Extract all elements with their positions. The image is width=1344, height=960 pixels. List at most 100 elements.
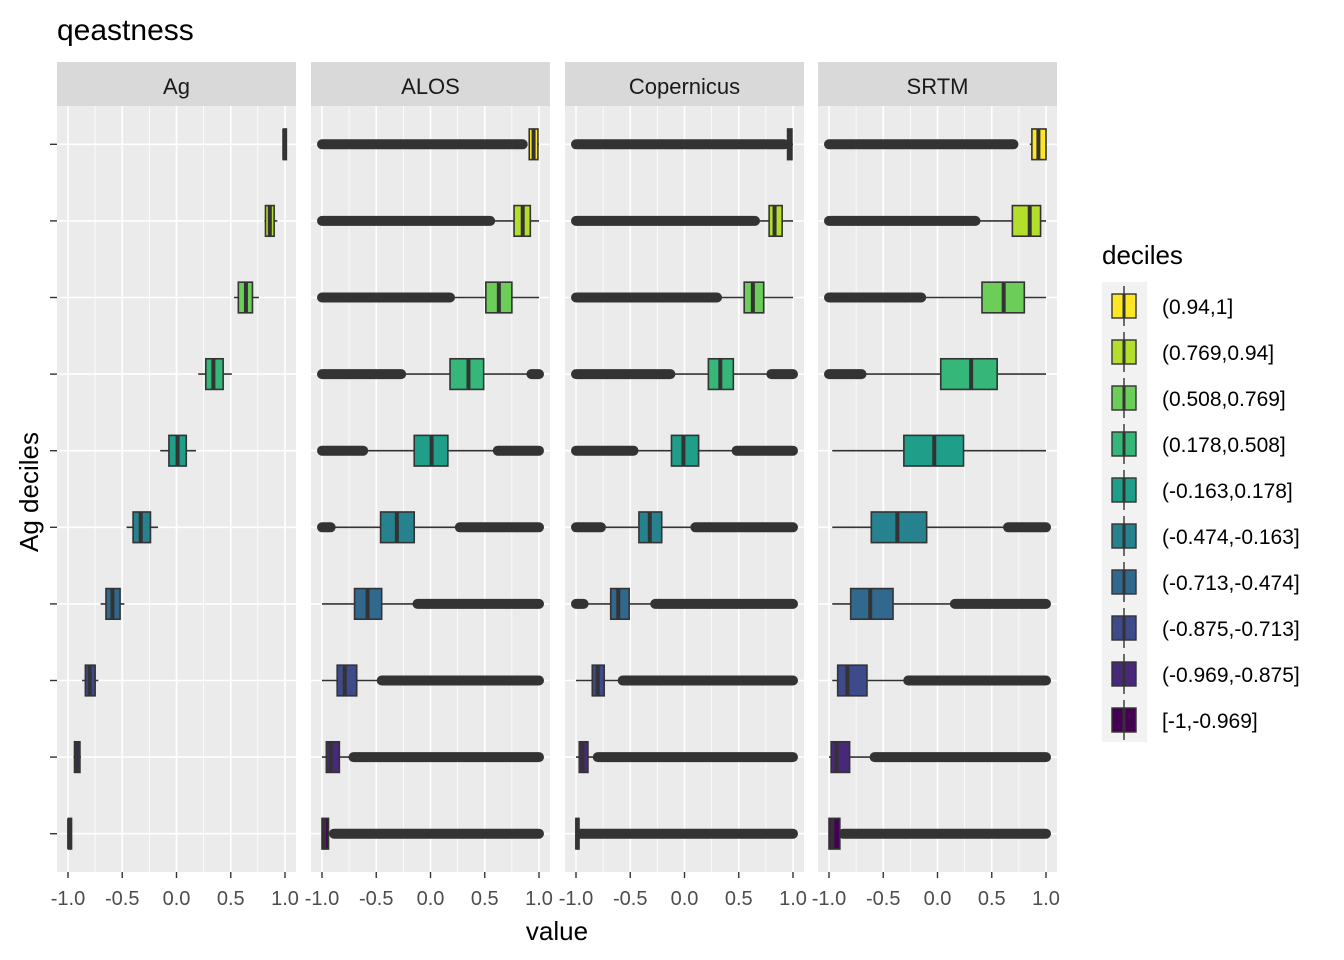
legend-label: (-0.713,-0.474] bbox=[1162, 572, 1300, 595]
boxplot-copernicus-3 bbox=[571, 281, 793, 314]
boxplot-copernicus-8 bbox=[576, 664, 798, 697]
boxplot-ag-4 bbox=[198, 357, 232, 391]
boxplot-srtm-10 bbox=[828, 817, 1051, 850]
x-tick-label: 1.0 bbox=[271, 888, 299, 910]
panel-ag: Ag -1.0 -0.5 0.0 0.5 1.0 bbox=[51, 62, 299, 910]
boxplot-ag-7 bbox=[100, 587, 125, 621]
facet-strip-label: ALOS bbox=[401, 74, 460, 99]
legend-item: (-0.713,-0.474] bbox=[1111, 562, 1300, 602]
legend-item: (0.508,0.769] bbox=[1111, 378, 1286, 418]
legend-label: (-0.163,0.178] bbox=[1162, 480, 1293, 503]
boxplot-srtm-3 bbox=[824, 281, 1046, 314]
x-tick-label: 0.0 bbox=[671, 888, 699, 910]
box bbox=[836, 664, 868, 697]
x-tick-label: 1.0 bbox=[779, 888, 807, 910]
boxplot-ag-2 bbox=[264, 204, 278, 238]
boxplot-srtm-2 bbox=[824, 204, 1046, 238]
boxplot-copernicus-1 bbox=[571, 128, 793, 161]
boxplot-ag-8 bbox=[82, 664, 99, 697]
facet-strip-label: SRTM bbox=[907, 74, 969, 99]
x-tick-label: 0.0 bbox=[924, 888, 952, 910]
x-tick-label: -1.0 bbox=[559, 888, 593, 910]
boxplot-copernicus-6 bbox=[571, 511, 798, 544]
y-axis-ticks bbox=[50, 143, 57, 835]
x-tick-label: -0.5 bbox=[359, 888, 393, 910]
y-axis-label: Ag deciles bbox=[14, 432, 44, 552]
boxplot-ag-3 bbox=[234, 281, 259, 314]
facet-strip-label: Copernicus bbox=[629, 74, 740, 99]
legend-item: (-0.969,-0.875] bbox=[1111, 654, 1300, 694]
x-tick-label: -0.5 bbox=[105, 888, 139, 910]
boxplot-copernicus-2 bbox=[571, 204, 793, 238]
panel-copernicus: Copernicus -1.0 -0.5 0.0 0.5 1.0 bbox=[559, 62, 807, 910]
x-axis-label: value bbox=[526, 916, 588, 946]
chart-title: qeastness bbox=[57, 14, 194, 47]
facet-strip bbox=[565, 62, 804, 106]
boxplot-alos-7 bbox=[322, 587, 544, 621]
panel-alos: ALOS -1.0 -0.5 0.0 0.5 1.0 bbox=[305, 62, 553, 910]
boxplot-ag-9 bbox=[73, 740, 82, 774]
boxplot-copernicus-7 bbox=[571, 587, 798, 621]
x-tick-label: 0.5 bbox=[978, 888, 1006, 910]
boxplot-srtm-4 bbox=[824, 357, 1046, 391]
x-tick-label: 0.0 bbox=[417, 888, 445, 910]
boxplot-alos-3 bbox=[317, 281, 539, 314]
legend-label: (0.178,0.508] bbox=[1162, 434, 1286, 457]
box bbox=[939, 357, 998, 391]
legend-item: (0.178,0.508] bbox=[1111, 424, 1286, 464]
boxplot-srtm-1 bbox=[824, 128, 1047, 161]
legend-items: (0.94,1] (0.769,0.94] (0.508,0.769] (0.178,… bbox=[1111, 286, 1300, 740]
legend-item: (0.769,0.94] bbox=[1111, 332, 1274, 372]
facet-strip bbox=[818, 62, 1057, 106]
legend-label: [-1,-0.969] bbox=[1162, 710, 1258, 733]
x-tick-label: -1.0 bbox=[812, 888, 846, 910]
legend-item: (-0.474,-0.163] bbox=[1111, 516, 1300, 556]
x-tick-label: 0.0 bbox=[163, 888, 191, 910]
legend-label: (-0.474,-0.163] bbox=[1162, 526, 1300, 549]
box bbox=[828, 817, 841, 850]
legend-label: (0.508,0.769] bbox=[1162, 388, 1286, 411]
legend-label: (-0.969,-0.875] bbox=[1162, 664, 1300, 687]
legend-label: (0.94,1] bbox=[1162, 296, 1233, 319]
boxplot-alos-9 bbox=[322, 740, 544, 774]
boxplot-copernicus-5 bbox=[571, 434, 798, 467]
boxplot-alos-1 bbox=[317, 128, 539, 161]
box bbox=[336, 664, 358, 697]
boxplot-srtm-5 bbox=[832, 434, 1046, 467]
box bbox=[1011, 204, 1042, 238]
facet-strip-label: Ag bbox=[163, 74, 190, 99]
x-tick-label: 0.5 bbox=[217, 888, 245, 910]
boxplot-alos-4 bbox=[317, 357, 544, 391]
legend-item: (-0.163,0.178] bbox=[1111, 470, 1293, 510]
legend-item: [-1,-0.969] bbox=[1111, 700, 1258, 740]
x-tick-label: -1.0 bbox=[305, 888, 339, 910]
boxplot-ag-6 bbox=[126, 511, 159, 544]
boxplot-copernicus-4 bbox=[571, 357, 798, 391]
x-tick-label: 1.0 bbox=[525, 888, 553, 910]
box bbox=[325, 740, 341, 774]
boxplot-copernicus-10 bbox=[575, 817, 798, 850]
boxplot-ag-10 bbox=[67, 817, 73, 850]
x-tick-label: 0.5 bbox=[725, 888, 753, 910]
boxplot-alos-5 bbox=[317, 434, 544, 467]
x-tick-label: 1.0 bbox=[1032, 888, 1060, 910]
boxplot-srtm-7 bbox=[832, 587, 1051, 621]
x-tick-label: 0.5 bbox=[471, 888, 499, 910]
facet-strip bbox=[57, 62, 296, 106]
boxplot-ag-5 bbox=[160, 434, 197, 467]
boxplot-srtm-8 bbox=[832, 664, 1051, 697]
x-tick-label: -0.5 bbox=[613, 888, 647, 910]
legend-label: (0.769,0.94] bbox=[1162, 342, 1274, 365]
boxplot-ag-1 bbox=[282, 128, 288, 161]
boxplot-srtm-6 bbox=[832, 511, 1051, 544]
legend-label: (-0.875,-0.713] bbox=[1162, 618, 1300, 641]
boxplot-alos-10 bbox=[321, 817, 544, 850]
facet-strip bbox=[311, 62, 550, 106]
box bbox=[830, 740, 851, 774]
legend-item: (-0.875,-0.713] bbox=[1111, 608, 1300, 648]
legend: deciles (0.94,1] (0.769,0.94] (0.508,0.769… bbox=[1102, 240, 1300, 742]
x-tick-label: -0.5 bbox=[866, 888, 900, 910]
boxplot-srtm-9 bbox=[829, 740, 1051, 774]
boxplot-alos-8 bbox=[322, 664, 544, 697]
